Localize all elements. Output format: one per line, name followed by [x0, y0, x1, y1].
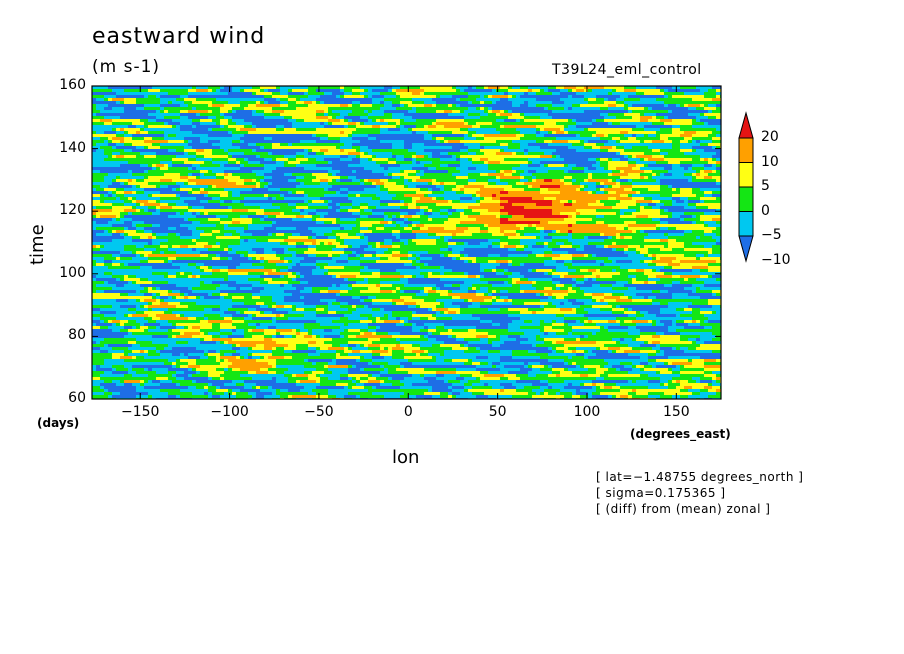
note-lat: [ lat=−1.48755 degrees_north ] [596, 470, 804, 484]
plot-frame [91, 85, 722, 400]
note-diff: [ (diff) from (mean) zonal ] [596, 502, 771, 516]
colorbar-segment [738, 162, 754, 188]
y-axis-ticks [92, 85, 721, 400]
y-units: (days) [37, 416, 80, 430]
x-axis-ticks [139, 86, 677, 399]
colorbar-extend-low [738, 235, 754, 263]
x-tick-label: −100 [210, 404, 249, 420]
x-tick-label: 0 [403, 404, 413, 420]
x-tick-label: 50 [488, 404, 507, 420]
y-tick-label: 60 [68, 390, 86, 406]
colorbar-label: 10 [761, 153, 779, 170]
y-tick-label: 160 [59, 77, 86, 93]
y-tick-label: 100 [59, 264, 86, 281]
colorbar-label: 5 [761, 178, 770, 194]
y-axis-label: time [27, 224, 48, 265]
x-axis-label: lon [392, 447, 420, 468]
x-tick-label: −150 [121, 404, 160, 420]
x-tick-label: 150 [662, 404, 690, 420]
colorbar-segment [738, 186, 754, 212]
y-tick-label: 80 [68, 327, 86, 344]
colorbar-label: −10 [761, 251, 791, 268]
run-label: T39L24_eml_control [552, 62, 702, 78]
heatmap-field [92, 86, 721, 399]
colorbar-segment [738, 211, 754, 237]
x-units: (degrees_east) [630, 427, 731, 441]
colorbar-label: −5 [761, 227, 782, 243]
chart-title: eastward wind [92, 24, 266, 49]
x-tick-label: 100 [573, 404, 601, 420]
y-tick-label: 140 [59, 139, 86, 156]
chart-units: (m s-1) [92, 57, 161, 77]
x-tick-label: −50 [304, 404, 334, 420]
colorbar-segment [738, 137, 754, 163]
colorbar [738, 111, 754, 263]
y-tick-label: 120 [59, 202, 86, 219]
colorbar-extend-high [738, 111, 754, 139]
colorbar-label: 20 [761, 129, 779, 145]
colorbar-label: 0 [761, 202, 770, 219]
note-sigma: [ sigma=0.175365 ] [596, 486, 726, 500]
